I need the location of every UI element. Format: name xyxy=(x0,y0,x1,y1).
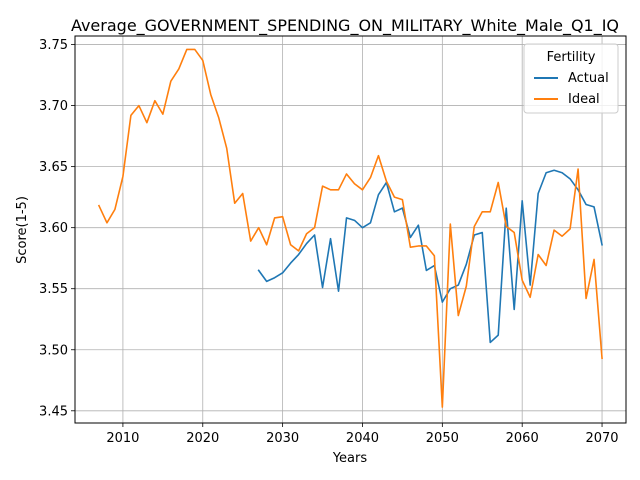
y-tick-label: 3.70 xyxy=(39,99,68,114)
y-tick-label: 3.75 xyxy=(39,38,68,53)
y-tick-label: 3.60 xyxy=(39,221,68,236)
y-tick-label: 3.65 xyxy=(39,160,68,175)
series-line-actual xyxy=(257,169,603,344)
x-axis: 2010 2020 2030 2040 2050 2060 2070 xyxy=(106,423,619,446)
y-axis: 3.45 3.50 3.55 3.60 3.65 3.70 3.75 xyxy=(39,38,75,419)
legend: Fertility Actual Ideal xyxy=(523,43,619,114)
series-line-ideal xyxy=(97,48,603,408)
y-tick-label: 3.45 xyxy=(39,404,68,419)
series-lines xyxy=(97,48,603,408)
x-tick-label: 2030 xyxy=(266,431,299,446)
plot-frame xyxy=(74,35,627,424)
x-tick-label: 2050 xyxy=(426,431,459,446)
legend-label-ideal: Ideal xyxy=(568,92,600,107)
x-tick-label: 2070 xyxy=(585,431,618,446)
legend-box xyxy=(523,43,619,114)
legend-title: Fertility xyxy=(547,50,596,65)
y-tick-label: 3.50 xyxy=(39,343,68,358)
chart-title: Average_GOVERNMENT_SPENDING_ON_MILITARY_… xyxy=(71,16,619,36)
x-tick-label: 2010 xyxy=(106,431,139,446)
x-tick-label: 2040 xyxy=(346,431,379,446)
x-axis-title: Years xyxy=(332,451,368,466)
x-tick-label: 2020 xyxy=(186,431,219,446)
x-tick-label: 2060 xyxy=(506,431,539,446)
y-axis-title: Score(1-5) xyxy=(15,196,30,264)
legend-label-actual: Actual xyxy=(568,71,609,86)
y-tick-label: 3.55 xyxy=(39,282,68,297)
